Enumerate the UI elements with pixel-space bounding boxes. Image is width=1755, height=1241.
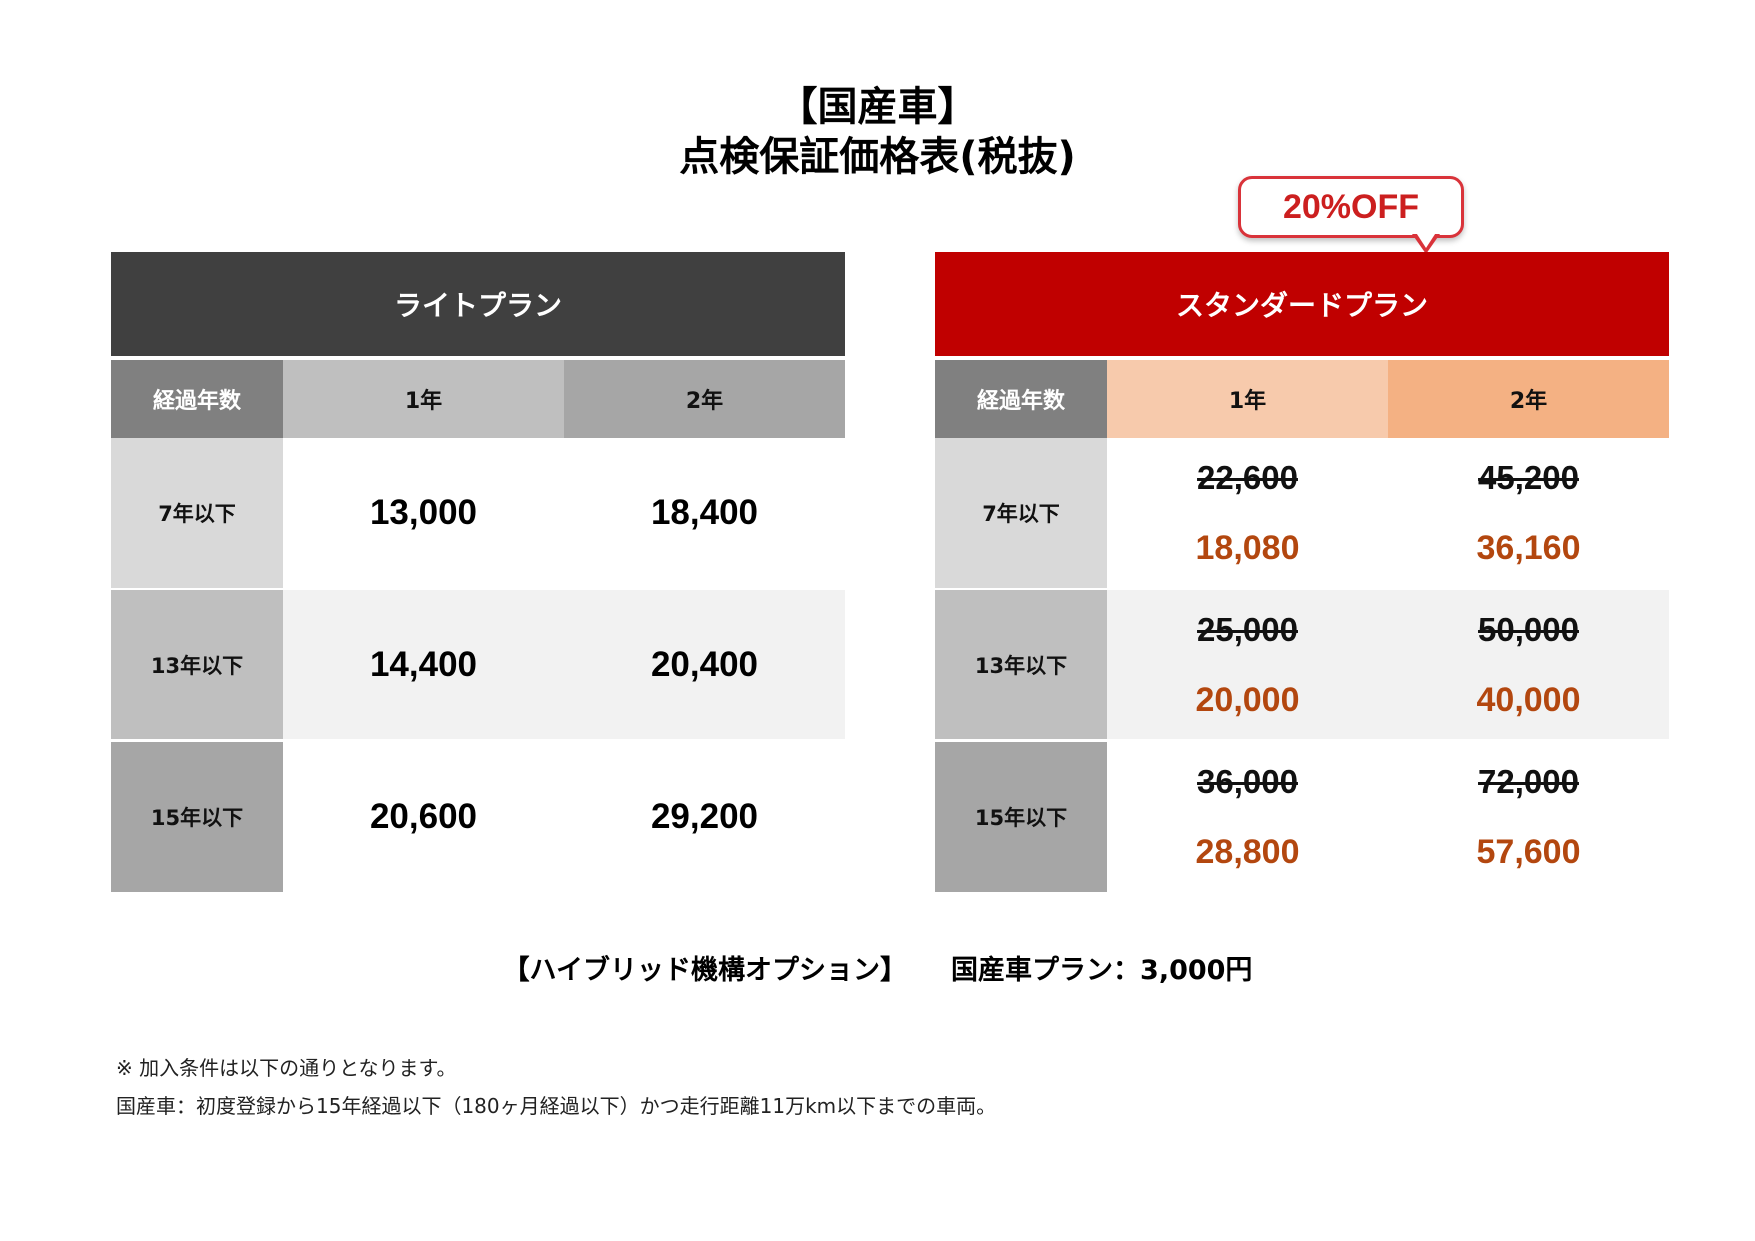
page-title-line1: 【国産車】: [777, 84, 978, 130]
discount-badge: 20%OFF: [1238, 176, 1464, 238]
original-price: 25,000: [1197, 610, 1298, 648]
light-col-1y: 1年: [283, 360, 564, 438]
standard-price-cell: 72,000 57,600: [1388, 742, 1669, 892]
note-line-2: 国産車：初度登録から15年経過以下（180ヶ月経過以下）かつ走行距離11万km以…: [116, 1094, 997, 1118]
light-col-2y: 2年: [564, 360, 845, 438]
standard-col-1y: 1年: [1107, 360, 1388, 438]
standard-col-years: 経過年数: [935, 360, 1107, 438]
standard-price-cell: 45,200 36,160: [1388, 438, 1669, 588]
page-title-line2: 点検保証価格表(税抜): [679, 134, 1076, 180]
standard-price-cell: 22,600 18,080: [1107, 438, 1388, 588]
light-price-cell: 18,400: [564, 438, 845, 588]
discounted-price: 18,080: [1195, 529, 1300, 567]
standard-row-label: 13年以下: [935, 590, 1107, 739]
discounted-price: 36,160: [1476, 529, 1581, 567]
light-plan-header: ライトプラン: [111, 252, 845, 356]
original-price: 22,600: [1197, 459, 1298, 496]
light-row-label: 7年以下: [111, 438, 283, 588]
light-price-cell: 13,000: [283, 438, 564, 588]
standard-row-label: 15年以下: [935, 742, 1107, 892]
standard-price-cell: 25,000 20,000: [1107, 590, 1388, 739]
original-price: 36,000: [1197, 763, 1298, 800]
light-price-cell: 14,400: [283, 590, 564, 739]
light-row-label: 15年以下: [111, 742, 283, 892]
light-price-cell: 29,200: [564, 742, 845, 892]
discounted-price: 40,000: [1476, 680, 1581, 719]
light-price-cell: 20,400: [564, 590, 845, 739]
standard-price-cell: 50,000 40,000: [1388, 590, 1669, 739]
discounted-price: 57,600: [1476, 833, 1581, 871]
light-price-cell: 20,600: [283, 742, 564, 892]
note-line-1: ※ 加入条件は以下の通りとなります。: [116, 1056, 457, 1080]
standard-col-2y: 2年: [1388, 360, 1669, 438]
original-price: 45,200: [1478, 459, 1579, 496]
light-row-label: 13年以下: [111, 590, 283, 739]
discounted-price: 28,800: [1195, 833, 1300, 871]
hybrid-option-value: 国産車プラン：3,000円: [951, 955, 1253, 986]
standard-row-label: 7年以下: [935, 438, 1107, 588]
discount-badge-tail-fill: [1415, 231, 1437, 248]
original-price: 50,000: [1478, 610, 1579, 648]
hybrid-option: 【ハイブリッド機構オプション】 国産車プラン：3,000円: [0, 948, 1755, 987]
discounted-price: 20,000: [1195, 680, 1300, 719]
hybrid-option-label: 【ハイブリッド機構オプション】: [502, 955, 908, 986]
standard-plan-header: スタンダードプラン: [935, 252, 1669, 356]
original-price: 72,000: [1478, 763, 1579, 800]
standard-price-cell: 36,000 28,800: [1107, 742, 1388, 892]
light-col-years: 経過年数: [111, 360, 283, 438]
